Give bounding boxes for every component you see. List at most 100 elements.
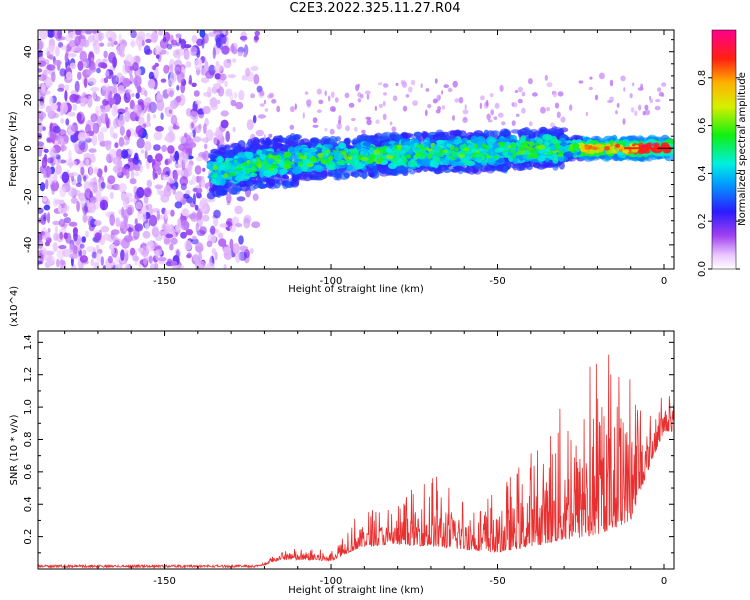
faint-wisp bbox=[259, 90, 265, 97]
noise-speckle bbox=[213, 64, 223, 73]
signal-blob bbox=[487, 148, 495, 153]
noise-speckle bbox=[158, 230, 165, 236]
noise-speckle bbox=[81, 236, 86, 243]
noise-speckle bbox=[136, 137, 145, 149]
signal-blob bbox=[457, 154, 466, 158]
faint-wisp bbox=[338, 115, 342, 122]
noise-speckle bbox=[136, 85, 142, 94]
noise-speckle bbox=[96, 67, 101, 74]
noise-speckle bbox=[122, 77, 131, 88]
noise-speckle bbox=[192, 193, 196, 205]
signal-blob bbox=[245, 151, 254, 160]
noise-speckle bbox=[63, 213, 68, 217]
noise-speckle bbox=[196, 229, 206, 237]
noise-speckle bbox=[109, 149, 117, 157]
noise-speckle bbox=[210, 103, 219, 111]
noise-speckle bbox=[48, 54, 54, 60]
faint-wisp bbox=[550, 122, 555, 128]
noise-speckle bbox=[115, 72, 124, 84]
faint-wisp bbox=[355, 84, 360, 92]
noise-speckle bbox=[75, 30, 82, 36]
noise-speckle bbox=[174, 64, 182, 75]
signal-blob bbox=[503, 165, 508, 174]
noise-speckle bbox=[155, 125, 164, 132]
faint-wisp bbox=[552, 90, 558, 98]
noise-speckle bbox=[89, 164, 93, 177]
faint-wisp bbox=[328, 95, 331, 102]
faint-wisp bbox=[511, 120, 516, 126]
signal-blob bbox=[417, 155, 425, 159]
noise-speckle bbox=[138, 116, 145, 127]
noise-speckle bbox=[74, 80, 80, 93]
noise-speckle bbox=[125, 169, 130, 179]
signal-blob bbox=[572, 143, 580, 149]
noise-speckle bbox=[70, 172, 78, 177]
noise-speckle bbox=[253, 73, 260, 85]
noise-speckle bbox=[185, 147, 192, 157]
signal-blob bbox=[556, 153, 564, 157]
noise-speckle bbox=[82, 213, 88, 223]
faint-wisp bbox=[427, 104, 432, 109]
noise-speckle bbox=[235, 101, 244, 110]
noise-speckle bbox=[195, 261, 201, 269]
noise-speckle bbox=[43, 148, 49, 153]
signal-blob bbox=[284, 160, 291, 165]
noise-speckle bbox=[118, 183, 127, 193]
noise-speckle bbox=[232, 243, 240, 255]
signal-blob bbox=[239, 182, 248, 187]
noise-speckle bbox=[173, 170, 178, 182]
faint-wisp bbox=[359, 93, 364, 99]
noise-speckle bbox=[174, 190, 184, 202]
noise-speckle bbox=[169, 243, 174, 251]
signal-blob bbox=[443, 135, 453, 140]
noise-speckle bbox=[103, 77, 109, 84]
noise-speckle bbox=[42, 197, 48, 202]
noise-speckle bbox=[194, 204, 199, 211]
noise-speckle bbox=[64, 204, 70, 212]
signal-blob bbox=[540, 163, 549, 169]
noise-speckle bbox=[118, 113, 125, 126]
signal-blob bbox=[328, 155, 334, 161]
noise-speckle bbox=[105, 112, 109, 125]
noise-speckle bbox=[202, 167, 206, 172]
signal-blob bbox=[407, 159, 418, 168]
signal-blob bbox=[544, 142, 549, 148]
faint-wisp bbox=[578, 80, 584, 84]
signal-blob bbox=[314, 175, 325, 181]
noise-speckle bbox=[53, 59, 62, 66]
noise-speckle bbox=[52, 220, 61, 226]
noise-speckle bbox=[211, 86, 219, 94]
faint-wisp bbox=[560, 116, 566, 123]
signal-blob bbox=[530, 153, 538, 158]
signal-blob bbox=[360, 156, 369, 162]
signal-blob bbox=[568, 146, 574, 152]
faint-wisp bbox=[632, 82, 635, 87]
signal-blob bbox=[263, 165, 272, 170]
faint-wisp bbox=[515, 113, 520, 118]
faint-wisp bbox=[364, 90, 371, 95]
signal-blob bbox=[212, 164, 218, 171]
noise-speckle bbox=[185, 229, 193, 236]
noise-speckle bbox=[43, 166, 52, 179]
noise-speckle bbox=[92, 41, 97, 47]
signal-blob bbox=[454, 147, 459, 152]
noise-speckle bbox=[164, 135, 171, 142]
noise-speckle bbox=[106, 153, 110, 163]
signal-blob bbox=[361, 171, 368, 180]
noise-speckle bbox=[74, 35, 81, 46]
colorbar-gradient bbox=[711, 29, 737, 270]
noise-speckle bbox=[51, 71, 56, 83]
noise-speckle bbox=[115, 217, 121, 228]
faint-wisp bbox=[493, 116, 498, 120]
noise-speckle bbox=[101, 201, 105, 211]
noise-speckle bbox=[121, 149, 128, 159]
noise-speckle bbox=[192, 253, 200, 263]
noise-speckle bbox=[165, 224, 172, 230]
noise-speckle bbox=[185, 61, 192, 68]
faint-wisp bbox=[365, 116, 372, 120]
faint-wisp bbox=[382, 100, 386, 107]
faint-wisp bbox=[511, 102, 514, 107]
noise-speckle bbox=[83, 175, 87, 182]
noise-speckle bbox=[145, 32, 152, 39]
